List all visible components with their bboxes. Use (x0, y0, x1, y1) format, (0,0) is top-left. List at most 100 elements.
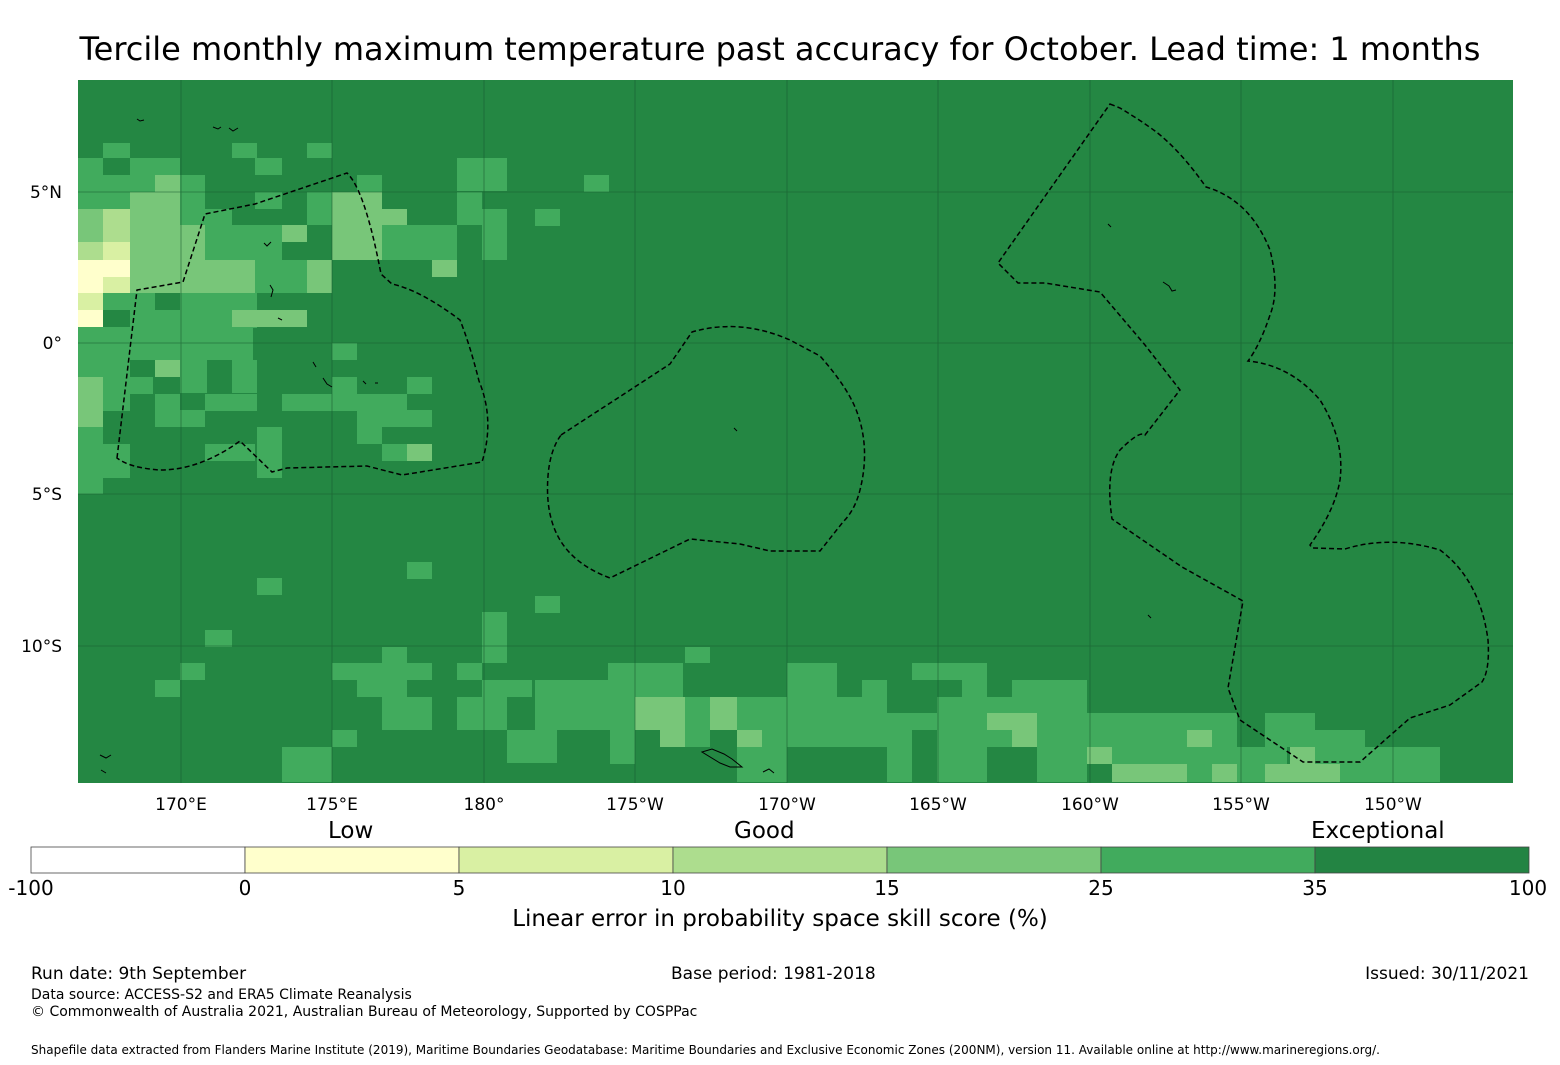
lon-label: 155°W (1212, 795, 1270, 815)
issued-date: Issued: 30/11/2021 (1365, 964, 1529, 984)
skill-cell (155, 394, 180, 427)
skill-cell (78, 377, 103, 394)
skill-cell (103, 293, 155, 310)
skill-cell (332, 663, 432, 680)
skill-cell (1087, 713, 1237, 747)
eez-kiribati-gilbert (116, 172, 489, 476)
skill-cell (103, 394, 130, 411)
skill-cell (1037, 680, 1087, 747)
skill-cell (610, 747, 635, 764)
skill-cell (937, 697, 987, 747)
lon-label: 160°W (1061, 795, 1119, 815)
skill-cell (1187, 764, 1212, 782)
skill-cell (357, 410, 432, 427)
lon-labels: 170°E 175°E 180° 175°W 170°W 165°W 160°W… (155, 795, 1422, 815)
skill-cell (535, 209, 560, 226)
skill-cell (1265, 713, 1315, 747)
skill-cell (382, 444, 407, 461)
skill-cell (282, 225, 307, 242)
skill-cell (887, 747, 912, 782)
skill-cell (232, 143, 257, 158)
skill-cell (862, 680, 887, 697)
lat-label: 5°N (30, 183, 62, 203)
skill-cell (255, 158, 282, 175)
skill-cell (660, 730, 685, 747)
skill-cell (685, 647, 710, 663)
skill-cell (205, 444, 255, 461)
skill-cell (78, 260, 130, 277)
legend-category-exceptional: Exceptional (1311, 818, 1445, 844)
skill-cell (685, 697, 710, 747)
lon-label: 150°W (1364, 795, 1422, 815)
lon-label: 175°E (306, 795, 358, 815)
skill-cell (332, 377, 357, 394)
lat-labels: 5°N 0° 5°S 10°S (21, 183, 62, 657)
skill-cell (232, 360, 257, 393)
skill-cell (407, 377, 432, 394)
skill-cell (507, 730, 557, 763)
skill-cell (78, 277, 103, 293)
colorbar-segment (886, 846, 1102, 874)
skill-cell (332, 192, 382, 260)
colorbar-segment (458, 846, 674, 874)
colorbar-segment (1100, 846, 1316, 874)
skill-cell (407, 562, 432, 579)
skill-cell (78, 209, 103, 242)
skill-cell (78, 461, 130, 478)
lon-label: 165°W (909, 795, 967, 815)
skill-cell (130, 158, 180, 175)
skill-cell (1012, 680, 1037, 697)
skill-cell (103, 242, 130, 260)
skill-cell (307, 143, 332, 158)
legend-category-low: Low (328, 818, 374, 844)
skill-cell (78, 175, 103, 192)
colorbar-segment (1314, 846, 1530, 874)
colorbar-tick: 35 (1302, 876, 1328, 900)
skill-cell (180, 663, 205, 680)
skill-cell (103, 327, 253, 360)
colorbar-tick: 15 (874, 876, 900, 900)
skill-cell (407, 444, 432, 461)
skill-cell (205, 394, 257, 411)
skill-cell (103, 175, 155, 192)
skill-cell (432, 260, 457, 277)
skill-cell (78, 158, 103, 175)
skill-cell (130, 225, 205, 260)
skill-cell (78, 242, 103, 260)
skill-cell (912, 663, 987, 680)
skill-cell (78, 478, 103, 494)
lon-label: 180° (464, 795, 505, 815)
skill-cell (482, 209, 507, 260)
skill-cell (1187, 730, 1212, 747)
skill-cell (710, 697, 737, 730)
skill-cell (282, 394, 307, 411)
islands (99, 118, 1177, 774)
skill-cell (962, 680, 987, 697)
skill-cell (78, 192, 130, 209)
lat-label: 0° (43, 334, 62, 354)
skill-cell (1112, 764, 1187, 782)
colorbar-segment (244, 846, 460, 874)
skill-cell (78, 394, 103, 427)
skill-cell (737, 747, 787, 782)
skill-cell (130, 192, 180, 225)
skill-cell (1265, 764, 1340, 782)
map-title: Tercile monthly maximum temperature past… (79, 30, 1481, 68)
skill-cell (232, 225, 282, 260)
skill-cell (357, 175, 382, 192)
skill-cell (457, 663, 482, 680)
skill-cell (332, 343, 357, 360)
skill-cell (78, 444, 130, 461)
skill-cell (1315, 730, 1365, 764)
skill-cell (205, 630, 232, 647)
lat-label: 5°S (32, 485, 62, 505)
skill-cell (78, 360, 130, 377)
colorbar (30, 846, 1530, 874)
skill-cell (307, 192, 332, 225)
skill-cell (1012, 730, 1037, 747)
skill-cell (987, 713, 1037, 730)
eez-tokelau (546, 325, 866, 579)
skill-cell (1290, 747, 1315, 764)
skill-cell (937, 747, 987, 782)
lat-label: 10°S (21, 637, 62, 657)
